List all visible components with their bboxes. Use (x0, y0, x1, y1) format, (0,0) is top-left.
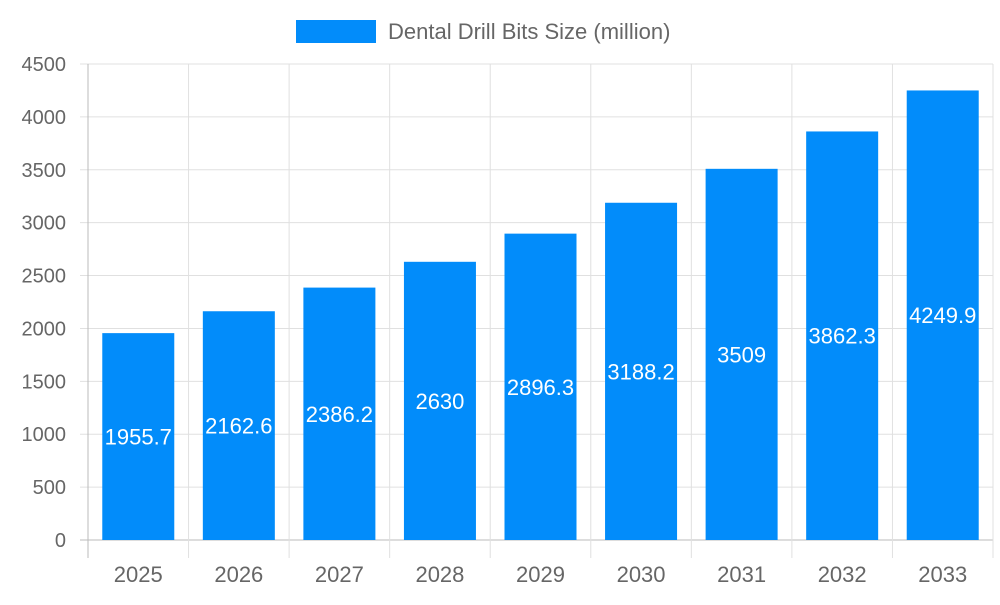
bar (102, 333, 175, 540)
bar (202, 311, 275, 540)
bar (705, 168, 778, 540)
data-label: 1955.7 (105, 425, 172, 450)
bar (504, 233, 577, 541)
x-tick-label: 2030 (617, 562, 666, 587)
x-tick-label: 2028 (415, 562, 464, 587)
x-tick-label: 2027 (315, 562, 364, 587)
y-tick-label: 3000 (22, 213, 67, 235)
y-tick-label: 4500 (22, 54, 67, 76)
bar (403, 261, 476, 540)
y-tick-label: 2500 (22, 266, 67, 288)
data-label: 2162.6 (205, 414, 272, 439)
y-tick-label: 3500 (22, 160, 67, 182)
legend-swatch (296, 20, 376, 43)
x-tick-label: 2032 (818, 562, 867, 587)
data-label: 2896.3 (507, 375, 574, 400)
data-label: 3509 (717, 342, 766, 367)
y-tick-label: 4000 (22, 107, 67, 129)
y-tick-label: 1500 (22, 371, 67, 393)
x-tick-label: 2033 (918, 562, 967, 587)
legend-label: Dental Drill Bits Size (million) (388, 19, 670, 44)
bar (303, 287, 376, 540)
data-label: 3188.2 (607, 359, 674, 384)
bar (906, 90, 979, 541)
bar (605, 202, 678, 541)
y-tick-label: 1000 (22, 424, 67, 446)
data-label: 2630 (415, 389, 464, 414)
y-tick-label: 2000 (22, 318, 67, 340)
data-label: 3862.3 (809, 324, 876, 349)
bar (806, 131, 879, 541)
x-tick-label: 2025 (114, 562, 163, 587)
data-label: 2386.2 (306, 402, 373, 427)
x-tick-label: 2029 (516, 562, 565, 587)
x-tick-label: 2026 (214, 562, 263, 587)
data-label: 4249.9 (909, 303, 976, 328)
x-tick-label: 2031 (717, 562, 766, 587)
y-tick-label: 0 (55, 530, 66, 552)
y-tick-label: 500 (33, 477, 66, 499)
